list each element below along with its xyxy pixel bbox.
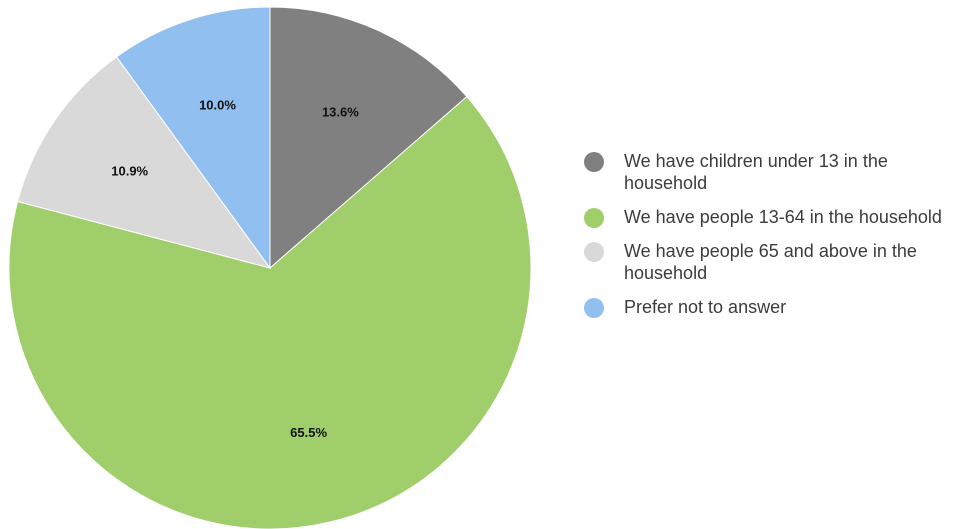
slice-data-label: 10.9%: [111, 163, 148, 178]
legend-label: We have children under 13 in the househo…: [624, 151, 888, 193]
legend-label: We have people 65 and above in the house…: [624, 241, 917, 283]
legend-swatch: [584, 298, 604, 318]
pie-slice: [8, 95, 532, 529]
legend-item: Prefer not to answer: [584, 296, 954, 318]
legend-item: We have people 65 and above in the house…: [584, 240, 954, 284]
pie-slice: [17, 56, 272, 269]
pie-slice: [115, 6, 271, 270]
legend-item: We have people 13-64 in the household: [584, 206, 954, 228]
pie-slice: [269, 6, 468, 270]
legend-item: We have children under 13 in the househo…: [584, 150, 954, 194]
legend-label: We have people 13-64 in the household: [624, 207, 942, 227]
pie-slices: [8, 6, 532, 529]
legend-swatch: [584, 208, 604, 228]
slice-data-label: 65.5%: [290, 425, 327, 440]
legend-swatch: [584, 152, 604, 172]
slice-data-label: 13.6%: [322, 105, 359, 120]
legend-label: Prefer not to answer: [624, 297, 787, 317]
pie-data-labels: 13.6% 65.5% 10.9% 10.0%: [111, 98, 359, 440]
chart-legend: We have children under 13 in the househo…: [584, 150, 954, 330]
legend-swatch: [584, 242, 604, 262]
slice-data-label: 10.0%: [199, 98, 236, 113]
